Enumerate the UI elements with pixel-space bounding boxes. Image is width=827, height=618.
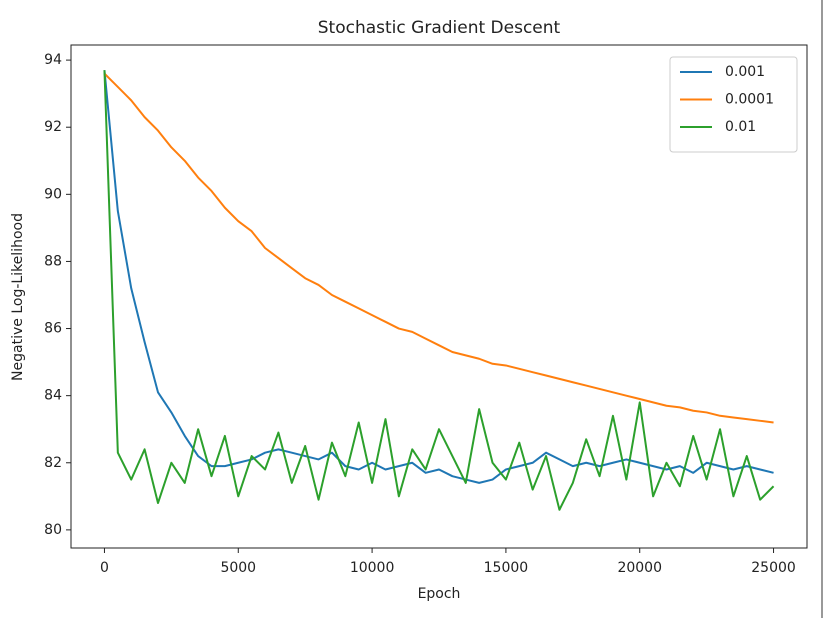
- y-tick-label: 92: [44, 119, 62, 135]
- y-tick-label: 94: [44, 52, 62, 68]
- x-tick-label: 20000: [617, 560, 662, 576]
- x-tick-label: 25000: [751, 560, 796, 576]
- legend-label: 0.0001: [725, 92, 774, 108]
- y-axis-label: Negative Log-Likelihood: [10, 213, 26, 381]
- legend-label: 0.01: [725, 119, 756, 135]
- y-tick-label: 90: [44, 186, 62, 202]
- x-tick-label: 15000: [484, 560, 529, 576]
- x-tick-label: 0: [100, 560, 109, 576]
- series-line: [103, 70, 774, 484]
- chart-title: Stochastic Gradient Descent: [318, 18, 561, 38]
- y-tick-label: 80: [44, 522, 62, 538]
- y-tick-label: 88: [44, 253, 62, 269]
- series-line: [103, 72, 774, 424]
- x-axis-label: Epoch: [418, 586, 461, 602]
- y-tick-label: 86: [44, 321, 62, 337]
- legend-box: [669, 56, 798, 153]
- plot-frame: [70, 44, 808, 549]
- y-tick-label: 82: [44, 455, 62, 471]
- y-tick-label: 84: [44, 388, 62, 404]
- legend-label: 0.001: [725, 64, 765, 80]
- series-line: [103, 70, 775, 511]
- x-tick-label: 5000: [220, 560, 256, 576]
- x-tick-label: 10000: [350, 560, 395, 576]
